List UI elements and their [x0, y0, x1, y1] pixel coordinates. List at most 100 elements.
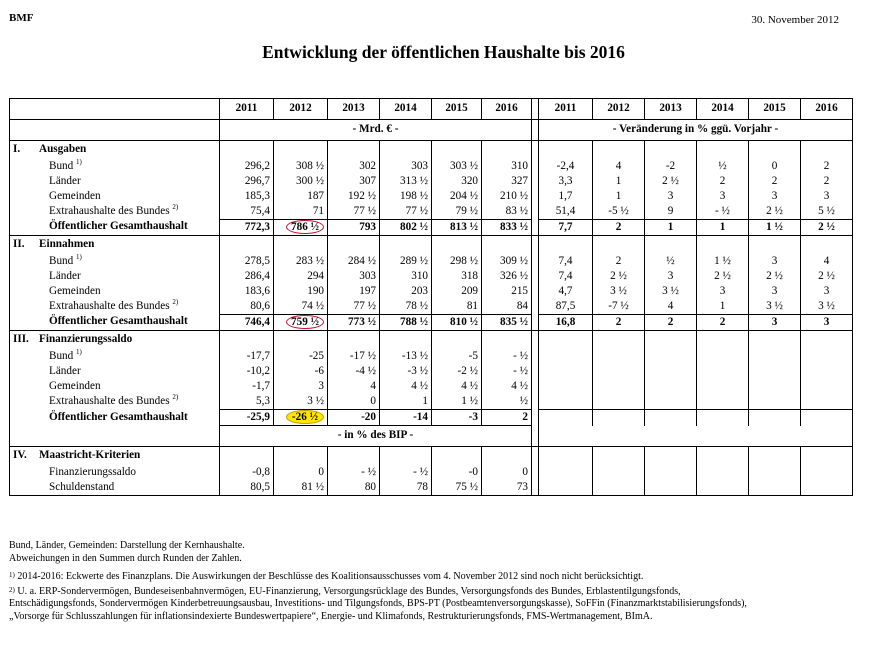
value-cell: 300 ½ — [296, 174, 324, 187]
value-cell: 2 — [522, 410, 528, 423]
value-cell: 77 ½ — [353, 299, 376, 312]
table-row: Extrahaushalte des Bundes 2) 75,4 71 77 ½ 77… — [9, 203, 853, 220]
change-cell: 3 — [800, 284, 853, 299]
table-row: Schuldenstand 80,5 81 ½ 80 78 75 ½ 73 — [9, 480, 853, 496]
value-cell: 183,6 — [244, 284, 270, 297]
section-title: Ausgaben — [39, 143, 87, 156]
section-title: Einnahmen — [39, 238, 95, 251]
table-row: Öffentlicher Gesamthaushalt 772,3 786 ½ 793… — [9, 219, 853, 236]
value-cell: - ½ — [413, 465, 428, 478]
value-cell: -6 — [314, 364, 324, 377]
value-cell: 187 — [307, 189, 324, 202]
value-cell: 283 ½ — [296, 254, 324, 267]
value-cell: - ½ — [513, 364, 528, 377]
change-cell: 2 — [696, 314, 749, 331]
footnote-2-cont-2: „Vorsorge für Schlusszahlungen für infla… — [9, 610, 653, 622]
footnote-marker: 2) — [172, 392, 179, 401]
change-cell: 2 — [592, 254, 645, 269]
footnote-marker: 1) — [76, 157, 82, 166]
row-label: Extrahaushalte des Bundes — [49, 299, 170, 312]
section-s3: III. Finanzierungssaldo — [9, 330, 853, 349]
value-cell: -20 — [361, 410, 376, 423]
section-s1: I. Ausgaben — [9, 140, 853, 159]
footnote-marker: 1) — [76, 252, 82, 261]
section-title: Finanzierungssaldo — [39, 333, 133, 346]
table-row: Bund 1) -17,7 -25 -17 ½ -13 ½ -5 - ½ — [9, 348, 853, 364]
change-cell: 3 — [748, 254, 801, 269]
change-cell: 0 — [748, 159, 801, 174]
change-cell: 1 — [592, 189, 645, 204]
value-cell: 198 ½ — [400, 189, 428, 202]
value-cell: 3 — [318, 379, 324, 392]
change-cell: 1,7 — [558, 189, 573, 202]
document-date: 30. November 2012 — [751, 14, 839, 26]
bip-unit-row: - in % des BIP - — [9, 425, 853, 447]
row-label: Gemeinden — [49, 189, 101, 202]
value-cell: - ½ — [513, 349, 528, 362]
value-cell: 190 — [307, 284, 324, 297]
value-cell: 84 — [516, 299, 528, 312]
value-cell: 327 — [511, 174, 528, 187]
change-cell: 1 — [592, 174, 645, 189]
value-cell: 309 ½ — [500, 254, 528, 267]
row-label: Länder — [49, 174, 81, 187]
change-cell: 3 — [696, 189, 749, 204]
change-cell: 2 — [592, 219, 645, 236]
unit-label-bip: - in % des BIP - — [219, 425, 532, 447]
year-header: 2011 — [219, 98, 274, 120]
change-cell: 2 ½ — [800, 269, 853, 284]
value-cell: 303 ½ — [450, 159, 478, 172]
change-cell: 2 ½ — [696, 269, 749, 284]
value-cell: 835 ½ — [500, 315, 528, 328]
change-cell: 3 ½ — [592, 284, 645, 299]
value-cell: 81 ½ — [301, 480, 324, 493]
table-row: Öffentlicher Gesamthaushalt -25,9 -26 ½ -20… — [9, 409, 853, 426]
value-cell: 289 ½ — [400, 254, 428, 267]
value-cell: 296,2 — [244, 159, 270, 172]
change-cell: 2 — [800, 174, 853, 189]
change-cell: 3 — [748, 314, 801, 331]
change-cell: 3,3 — [558, 174, 573, 187]
value-cell: -10,2 — [246, 364, 270, 377]
value-cell: 308 ½ — [296, 159, 324, 172]
footnotes: Bund, Länder, Gemeinden: Darstellung der… — [9, 540, 747, 623]
year-header: 2013 — [644, 98, 697, 120]
change-cell: 3 — [644, 189, 697, 204]
value-cell: 80 — [364, 480, 376, 493]
change-cell: 4 — [800, 254, 853, 269]
value-cell: -3 — [468, 410, 478, 423]
value-cell: 0 — [522, 465, 528, 478]
change-cell: 3 — [696, 284, 749, 299]
highlighted-value: -26 ½ — [285, 409, 324, 424]
change-cell: 3 ½ — [644, 284, 697, 299]
value-cell: 78 ½ — [405, 299, 428, 312]
change-cell: -5 ½ — [592, 204, 645, 220]
footnote-1: 1) 2014-2016: Eckwerte des Finanzplans. … — [9, 571, 644, 582]
organization-label: BMF — [9, 12, 34, 24]
table-row: Extrahaushalte des Bundes 2) 80,6 74 ½ 77 ½… — [9, 298, 853, 315]
value-cell: -13 ½ — [401, 349, 428, 362]
row-label: Extrahaushalte des Bundes — [49, 204, 170, 217]
unit-label-abs: - Mrd. € - — [219, 119, 532, 141]
change-cell: -2 — [644, 159, 697, 174]
change-cell: 2 ½ — [800, 219, 853, 236]
value-cell: 4 ½ — [461, 379, 478, 392]
note-kernhaushalte: Bund, Länder, Gemeinden: Darstellung der… — [9, 540, 245, 551]
value-cell: 77 ½ — [353, 204, 376, 217]
unit-label-change: - Veränderung in % ggü. Vorjahr - — [538, 119, 853, 141]
value-cell: 296,7 — [244, 174, 270, 187]
value-cell: 3 ½ — [307, 394, 324, 407]
table-row: Gemeinden -1,7 3 4 4 ½ 4 ½ 4 ½ — [9, 379, 853, 394]
year-header: 2011 — [538, 98, 593, 120]
year-header: 2014 — [696, 98, 749, 120]
change-cell: 87,5 — [538, 299, 593, 315]
section-number: IV. — [13, 449, 27, 462]
table-row: Gemeinden 185,3 187 192 ½ 198 ½ 204 ½ 210 ½ 1,7… — [9, 189, 853, 204]
change-cell: 2 — [644, 314, 697, 331]
value-cell: 4 ½ — [511, 379, 528, 392]
note-rounding: Abweichungen in den Summen durch Runden … — [9, 552, 242, 564]
year-header: 2013 — [327, 98, 380, 120]
value-cell: 746,4 — [244, 315, 270, 328]
change-cell: 3 — [748, 189, 801, 204]
value-cell: 197 — [359, 284, 376, 297]
